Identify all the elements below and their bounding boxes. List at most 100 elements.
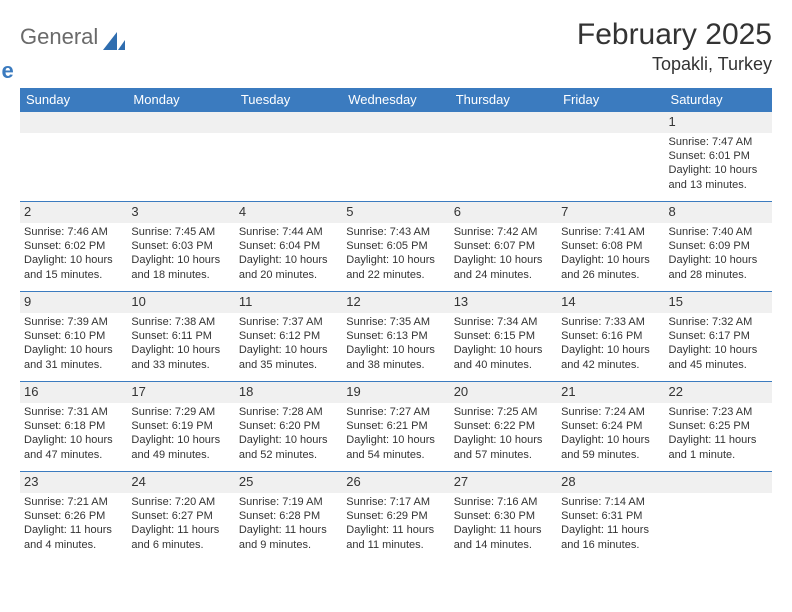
sunrise-label: Sunrise: [669,316,709,328]
sunrise-label: Sunrise: [561,316,601,328]
calendar-cell: 20Sunrise: 7:25 AMSunset: 6:22 PMDayligh… [450,382,557,472]
daylight: Daylight: 10 hours and 24 minutes. [454,253,553,282]
sunrise-label: Sunrise: [454,316,494,328]
sunset: Sunset: 6:16 PM [561,329,660,343]
sunset-label: Sunset: [669,330,706,342]
sunset: Sunset: 6:04 PM [239,239,338,253]
sunrise-value: 7:23 AM [712,406,752,418]
sunset-value: 6:03 PM [172,240,213,252]
sunset-label: Sunset: [454,240,491,252]
daylight-label: Daylight: [346,434,389,446]
sunset-label: Sunset: [454,510,491,522]
calendar-week: 23Sunrise: 7:21 AMSunset: 6:26 PMDayligh… [20,472,772,562]
day-number: 5 [342,202,449,223]
day-number: 23 [20,472,127,493]
calendar-cell: 14 Sunrise: 7:33 AMSunset: 6:16 PMDayligh… [557,292,664,382]
sunset: Sunset: 6:27 PM [131,509,230,523]
calendar-week: 2Sunrise: 7:46 AMSunset: 6:02 PMDaylight… [20,202,772,292]
sunset: Sunset: 6:28 PM [239,509,338,523]
sunrise-label: Sunrise: [24,226,64,238]
sunset: Sunset: 6:10 PM [24,329,123,343]
sunrise: Sunrise: 7:25 AM [454,405,553,419]
sunrise: Sunrise: 7:24 AM [561,405,660,419]
calendar-cell [450,112,557,202]
calendar-cell: 26Sunrise: 7:17 AMSunset: 6:29 PMDayligh… [342,472,449,562]
sunset-label: Sunset: [24,510,61,522]
daylight: Daylight: 10 hours and 57 minutes. [454,433,553,462]
day-of-week-header: Saturday [665,88,772,112]
sunrise-label: Sunrise: [561,226,601,238]
sunrise-label: Sunrise: [131,496,171,508]
sunrise-label: Sunrise: [131,226,171,238]
sunrise: Sunrise: 7:14 AM [561,495,660,509]
calendar-cell: 10Sunrise: 7:38 AMSunset: 6:11 PMDayligh… [127,292,234,382]
sunrise: Sunrise: 7:33 AM [561,315,660,329]
daylight-label: Daylight: [669,434,712,446]
sunrise-label: Sunrise: [669,226,709,238]
daylight-label: Daylight: [669,164,712,176]
sunrise-label: Sunrise: [24,406,64,418]
sunrise-label: Sunrise: [669,136,709,148]
calendar-cell: 7Sunrise: 7:41 AMSunset: 6:08 PMDaylight… [557,202,664,292]
sunrise: Sunrise: 7:47 AM [669,135,768,149]
sunrise: Sunrise: 7:39 AM [24,315,123,329]
sunrise-value: 7:44 AM [282,226,322,238]
sunrise-value: 7:21 AM [67,496,107,508]
daylight-label: Daylight: [454,434,497,446]
sunset-label: Sunset: [239,240,276,252]
day-number: 3 [127,202,234,223]
day-number: 25 [235,472,342,493]
daylight-label: Daylight: [131,254,174,266]
day-number: 24 [127,472,234,493]
sunset: Sunset: 6:17 PM [669,329,768,343]
sunrise-label: Sunrise: [24,316,64,328]
sunset-label: Sunset: [24,420,61,432]
sunset-label: Sunset: [239,510,276,522]
day-number: 27 [450,472,557,493]
daylight: Daylight: 11 hours and 1 minute. [669,433,768,462]
daylight-label: Daylight: [239,254,282,266]
day-number: 26 [342,472,449,493]
sunrise-value: 7:20 AM [175,496,215,508]
sunrise: Sunrise: 7:43 AM [346,225,445,239]
day-number: 17 [127,382,234,403]
day-number: 28 [557,472,664,493]
daylight-label: Daylight: [24,254,67,266]
daylight-label: Daylight: [239,344,282,356]
sunset: Sunset: 6:25 PM [669,419,768,433]
sunrise: Sunrise: 7:37 AM [239,315,338,329]
sunset-label: Sunset: [239,420,276,432]
sunset-value: 6:28 PM [279,510,320,522]
day-number: 14 [557,292,664,313]
day-number: 9 [20,292,127,313]
sunrise-value: 7:31 AM [67,406,107,418]
sunset: Sunset: 6:24 PM [561,419,660,433]
calendar-cell: 6Sunrise: 7:42 AMSunset: 6:07 PMDaylight… [450,202,557,292]
sunrise: Sunrise: 7:31 AM [24,405,123,419]
daylight: Daylight: 10 hours and 40 minutes. [454,343,553,372]
daylight: Daylight: 11 hours and 14 minutes. [454,523,553,552]
sunrise-value: 7:19 AM [282,496,322,508]
daylight-label: Daylight: [239,524,282,536]
daylight: Daylight: 10 hours and 35 minutes. [239,343,338,372]
sunrise: Sunrise: 7:38 AM [131,315,230,329]
sunset: Sunset: 6:29 PM [346,509,445,523]
day-number: 7 [557,202,664,223]
sunset: Sunset: 6:13 PM [346,329,445,343]
sunrise: Sunrise: 7:32 AM [669,315,768,329]
daylight: Daylight: 10 hours and 47 minutes. [24,433,123,462]
sunrise: Sunrise: 7:16 AM [454,495,553,509]
sunset-value: 6:21 PM [387,420,428,432]
sunset: Sunset: 6:07 PM [454,239,553,253]
sunset-label: Sunset: [669,150,706,162]
calendar-week: 16Sunrise: 7:31 AMSunset: 6:18 PMDayligh… [20,382,772,472]
day-of-week-row: SundayMondayTuesdayWednesdayThursdayFrid… [20,88,772,112]
daylight-label: Daylight: [561,344,604,356]
calendar-cell: 19Sunrise: 7:27 AMSunset: 6:21 PMDayligh… [342,382,449,472]
sunset-label: Sunset: [561,240,598,252]
daylight-label: Daylight: [131,434,174,446]
daylight: Daylight: 10 hours and 59 minutes. [561,433,660,462]
sunrise-value: 7:25 AM [497,406,537,418]
sunrise-value: 7:37 AM [282,316,322,328]
sunrise: Sunrise: 7:40 AM [669,225,768,239]
